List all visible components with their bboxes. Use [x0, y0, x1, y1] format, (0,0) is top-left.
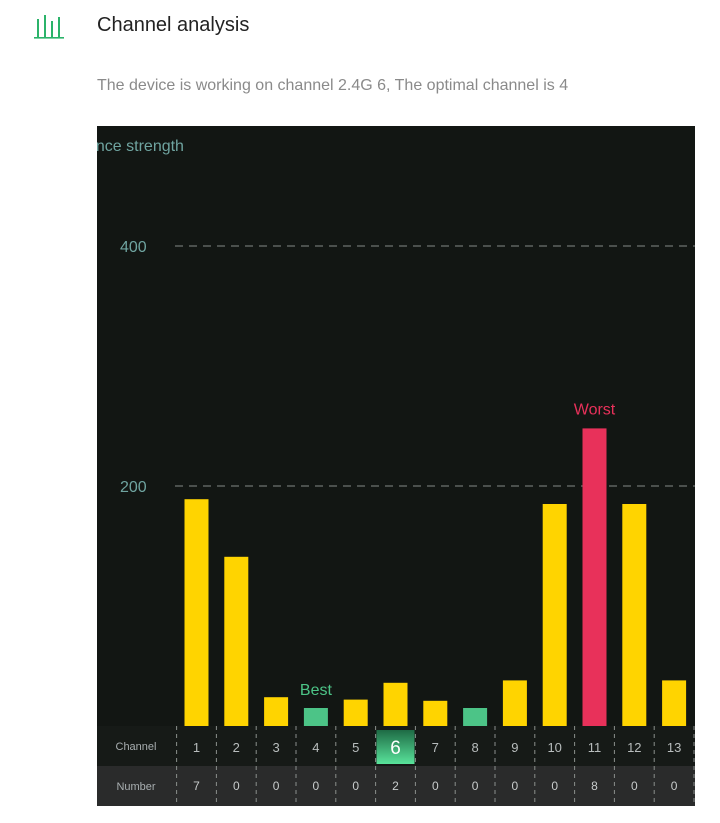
channel-label: 4 [312, 740, 319, 755]
bar-chart-icon [34, 15, 64, 39]
number-row-label: Number [116, 781, 155, 793]
bar-channel-12 [622, 504, 647, 726]
channel-label: 5 [352, 740, 359, 755]
bar-channel-13 [662, 680, 687, 726]
y-tick-label: 400 [120, 239, 147, 256]
number-label: 7 [193, 779, 200, 793]
channel-label: 8 [471, 740, 478, 755]
number-label: 0 [352, 779, 359, 793]
bar-channel-5 [343, 699, 368, 726]
channel-label: 2 [233, 740, 240, 755]
bar-channel-7 [423, 700, 448, 726]
bar-channel-6 [383, 682, 408, 726]
number-label: 0 [432, 779, 439, 793]
number-label: 0 [551, 779, 558, 793]
worst-label: Worst [574, 401, 616, 418]
channel-label: 6 [390, 738, 401, 759]
channel-label: 11 [588, 740, 602, 755]
bar-channel-2 [224, 556, 249, 726]
number-label: 0 [671, 779, 678, 793]
number-row [97, 766, 695, 806]
channel-label: 10 [547, 740, 561, 755]
best-label: Best [300, 682, 333, 699]
y-axis-title: ence strength [97, 138, 184, 155]
bar-channel-1 [184, 499, 209, 726]
number-label: 0 [273, 779, 280, 793]
bar-channel-9 [502, 680, 527, 726]
channel-label: 3 [272, 740, 279, 755]
number-label: 0 [631, 779, 638, 793]
number-label: 2 [392, 779, 399, 793]
number-label: 0 [313, 779, 320, 793]
number-label: 0 [233, 779, 240, 793]
bar-channel-10 [542, 504, 567, 726]
bar-channel-11 [582, 428, 607, 726]
number-label: 0 [472, 779, 479, 793]
number-label: 0 [512, 779, 519, 793]
channel-label: 7 [432, 740, 439, 755]
channel-status-text: The device is working on channel 2.4G 6,… [97, 77, 569, 94]
number-label: 8 [591, 779, 598, 793]
channel-label: 12 [627, 740, 641, 755]
bar-channel-8 [463, 708, 488, 726]
bar-channel-3 [264, 697, 289, 726]
channel-row-label: Channel [116, 741, 157, 753]
channel-chart-svg: ence strength200400ChannelNumber17203040… [97, 138, 695, 806]
channel-chart: ence strength200400ChannelNumber17203040… [97, 126, 695, 806]
channel-label: 13 [667, 740, 681, 755]
bar-channel-4 [303, 708, 328, 726]
channel-label: 9 [511, 740, 518, 755]
channel-label: 1 [193, 740, 200, 755]
current-channel-highlight [376, 730, 415, 764]
y-tick-label: 200 [120, 479, 147, 496]
page-title: Channel analysis [97, 14, 250, 36]
